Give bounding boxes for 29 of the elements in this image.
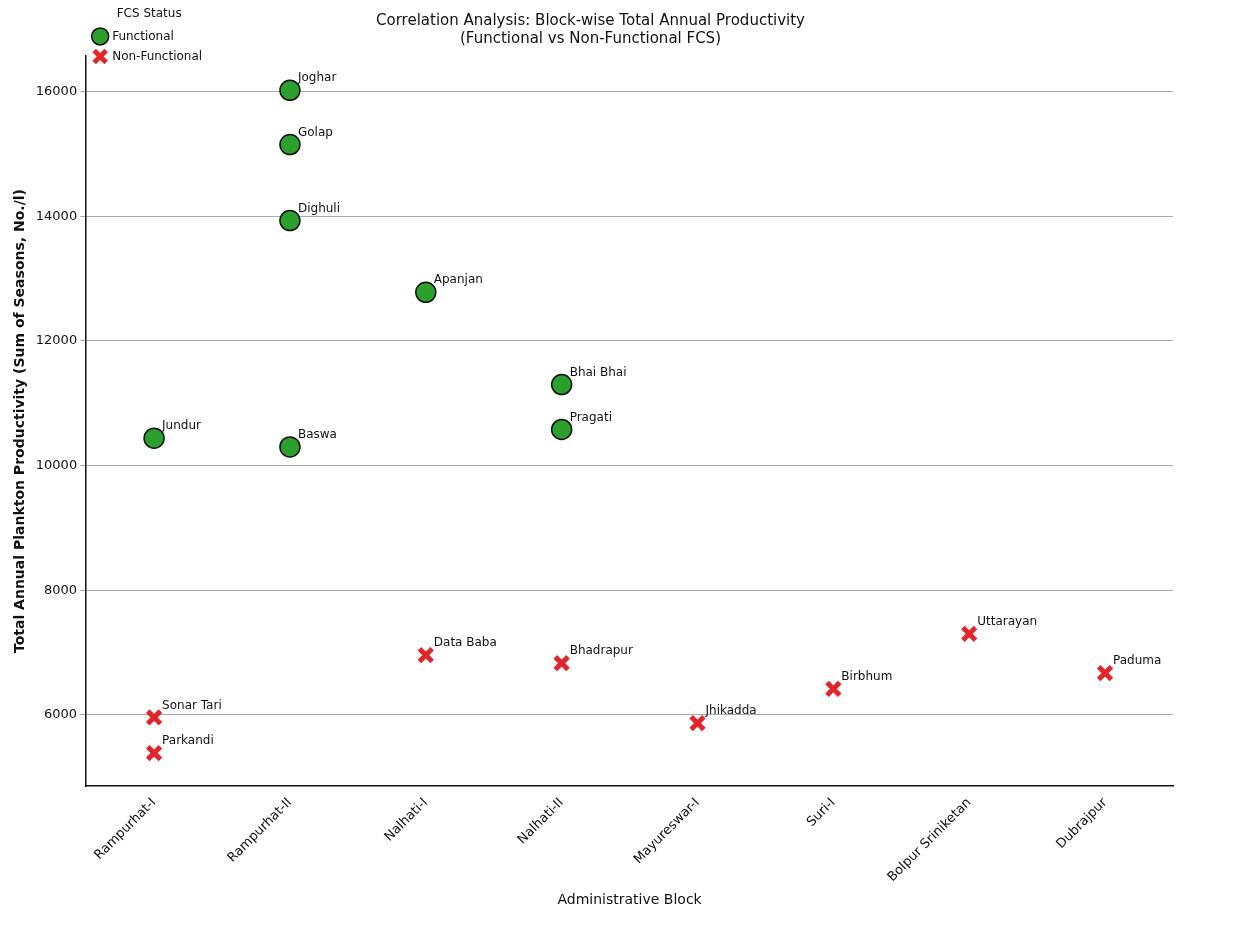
y-tick-label: 6000 <box>44 706 78 722</box>
chart-subtitle: (Functional vs Non-Functional FCS) <box>460 28 721 47</box>
annotation: Jundur <box>161 418 202 433</box>
annotation: Birbhum <box>841 668 893 683</box>
annotation: Joghar <box>296 70 337 85</box>
annotation: Baswa <box>297 427 337 442</box>
y-tick-label: 16000 <box>35 82 78 98</box>
annotation: Sonar Tari <box>162 697 222 712</box>
annotation: Apanjan <box>433 272 483 287</box>
annotation: Dighuli <box>297 200 341 215</box>
annotation: Bhai Bhai <box>569 364 627 379</box>
annotation: Data Baba <box>433 635 497 650</box>
annotation: Paduma <box>1113 653 1162 668</box>
y-tick-label: 14000 <box>35 207 78 223</box>
legend-label: Non-Functional <box>112 48 203 63</box>
y-tick-label: 10000 <box>35 456 78 472</box>
annotation: Bhadrapur <box>569 643 633 658</box>
annotation: Golap <box>297 124 333 139</box>
y-axis-title: Total Annual Plankton Productivity (Sum of Seasons, No./l) <box>11 189 28 654</box>
annotation: Jhikadda <box>704 703 757 718</box>
chart-title: Correlation Analysis: Block-wise Total Annual Productivity <box>376 10 806 29</box>
x-axis-title: Administrative Block <box>557 891 703 908</box>
legend-label: Functional <box>112 28 174 43</box>
annotation: Pragati <box>569 409 612 424</box>
annotation: Parkandi <box>162 733 214 748</box>
y-tick-label: 8000 <box>44 581 78 597</box>
y-tick-label: 12000 <box>35 332 78 348</box>
annotation: Uttarayan <box>977 614 1038 629</box>
legend-title: FCS Status <box>116 6 182 21</box>
